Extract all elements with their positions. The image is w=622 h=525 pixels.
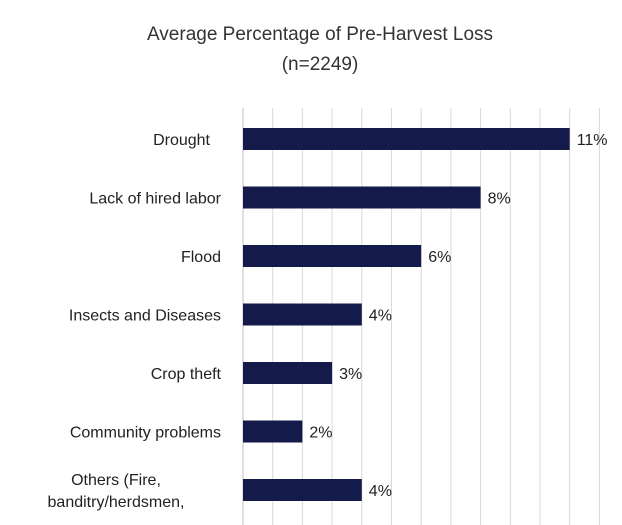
chart-title: Average Percentage of Pre-Harvest Loss	[147, 24, 493, 45]
data-label: 4%	[369, 308, 392, 325]
category-label: Insects and Diseases	[69, 308, 221, 325]
chart-subtitle: (n=2249)	[282, 54, 359, 75]
bars	[243, 128, 570, 501]
data-label: 2%	[309, 425, 332, 442]
bar	[243, 303, 362, 326]
category-label: Community problems	[70, 425, 221, 442]
category-label: Crop theft	[151, 366, 222, 383]
category-label: Flood	[181, 249, 221, 266]
data-label: 6%	[428, 249, 451, 266]
labels: 11% Drought 8% Lack of hired labor 6% Flood 4%…	[48, 132, 608, 511]
bar	[243, 186, 481, 209]
bar	[243, 128, 570, 150]
bar	[243, 245, 422, 267]
data-label: 4%	[369, 483, 392, 500]
category-label: Drought	[153, 132, 210, 149]
bar	[243, 420, 303, 443]
data-label: 3%	[339, 366, 362, 383]
bar	[243, 479, 362, 501]
data-label: 8%	[488, 191, 511, 208]
bar	[243, 362, 333, 384]
category-label: Others (Fire, banditry/herdsmen,	[48, 472, 185, 511]
category-label: Lack of hired labor	[89, 191, 221, 208]
data-label: 11%	[577, 132, 608, 149]
